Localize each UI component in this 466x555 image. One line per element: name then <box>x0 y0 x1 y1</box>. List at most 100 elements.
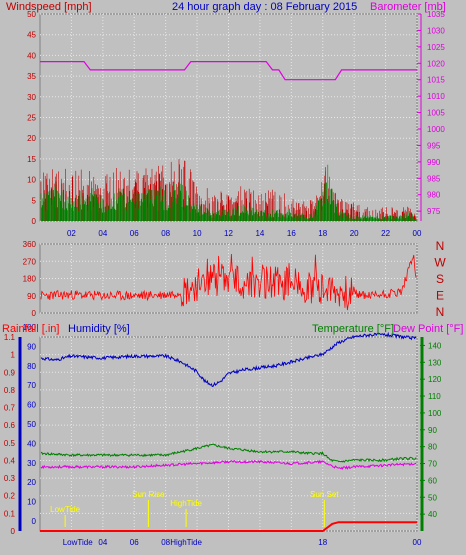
time-tick-label: 22 <box>381 229 390 238</box>
humidity-tick-label: 90 <box>27 342 36 351</box>
rainfall-line <box>40 521 417 532</box>
wind-tick-label: 0 <box>32 217 37 226</box>
time-tick-label: 10 <box>193 229 202 238</box>
event-label: LowTide <box>50 505 80 514</box>
humidity-tick-label: 60 <box>27 401 36 410</box>
time-tick-label: 14 <box>255 229 264 238</box>
rain-tick-label: 0.6 <box>4 421 16 430</box>
wind-barometer-panel: 0510152025303540455097598098599099510001… <box>27 10 445 238</box>
temperature-tick-label: 120 <box>428 375 442 384</box>
rain-tick-label: 1 <box>11 351 16 360</box>
baro-tick-label: 1005 <box>427 109 445 118</box>
barometer-line <box>40 60 417 81</box>
temperature-tick-label: 130 <box>428 358 442 367</box>
temperature-tick-label: 60 <box>428 476 437 485</box>
humidity-tick-label: 50 <box>27 420 36 429</box>
baro-tick-label: 975 <box>427 207 441 216</box>
bottom-tick-label: 04 <box>98 538 107 547</box>
baro-tick-label: 990 <box>427 158 441 167</box>
humidity-tick-label: 10 <box>27 498 36 507</box>
wind-tick-label: 5 <box>32 196 37 205</box>
event-label: Sun Rise <box>132 490 165 499</box>
time-tick-label: 12 <box>224 229 233 238</box>
wind-tick-label: 20 <box>27 134 36 143</box>
humidity-tick-label: 30 <box>27 459 36 468</box>
time-tick-label: 06 <box>130 229 139 238</box>
temperature-line <box>40 443 417 463</box>
baro-axis-label: Barometer [mb] <box>370 1 446 13</box>
wind-tick-label: 35 <box>27 72 36 81</box>
event-label: Sun Set <box>310 490 339 499</box>
rain-tick-label: 0.8 <box>4 386 16 395</box>
wind-tick-label: 50 <box>27 10 36 19</box>
baro-tick-label: 1035 <box>427 10 445 19</box>
time-tick-label: 18 <box>318 229 327 238</box>
direction-tick-label: 90 <box>27 292 36 301</box>
direction-tick-label: 0 <box>32 309 37 318</box>
time-tick-label: 08 <box>161 229 170 238</box>
dew-point-line <box>40 459 417 471</box>
time-tick-label: 16 <box>287 229 296 238</box>
wind-tick-label: 25 <box>27 114 36 123</box>
bottom-tick-label: HighTide <box>170 538 202 547</box>
baro-tick-label: 1020 <box>427 59 445 68</box>
baro-tick-label: 980 <box>427 191 441 200</box>
time-tick-label: 20 <box>350 229 359 238</box>
bottom-tick-label: 08 <box>161 538 170 547</box>
wind-tick-label: 10 <box>27 176 36 185</box>
time-tick-label: 00 <box>413 229 422 238</box>
dew-point-axis-label: Dew Point [°F] <box>393 323 463 335</box>
direction-line <box>40 253 417 311</box>
rain-tick-label: 1.1 <box>4 333 16 342</box>
baro-tick-label: 985 <box>427 174 441 183</box>
direction-tick-label: 270 <box>23 257 37 266</box>
chart-title: 24 hour graph day : 08 February 2015 <box>172 1 357 13</box>
temperature-tick-label: 70 <box>428 460 437 469</box>
temperature-tick-label: 110 <box>428 392 441 401</box>
time-tick-label: 04 <box>98 229 107 238</box>
event-label: HighTide <box>170 499 202 508</box>
temperature-humidity-panel: 0 0.1 0.2 0.3 0.4 0.5 0.6 0.7 0.8 0.9 1 1.1 0 10 20 30 4… <box>4 323 442 547</box>
humidity-tick-label: 100 <box>23 323 37 332</box>
baro-tick-label: 1010 <box>427 92 445 101</box>
temperature-tick-label: 40 <box>428 510 437 519</box>
baro-tick-label: 1030 <box>427 26 445 35</box>
compass-label: N <box>436 239 445 253</box>
humidity-line <box>40 331 417 388</box>
compass-label: S <box>436 272 444 286</box>
baro-tick-label: 1025 <box>427 43 445 52</box>
bottom-tick-label: 00 <box>413 538 422 547</box>
baro-tick-label: 1000 <box>427 125 445 134</box>
bottom-tick-label: LowTide <box>63 538 93 547</box>
compass-label: E <box>436 289 444 303</box>
humidity-tick-label: 40 <box>27 439 36 448</box>
direction-tick-label: 360 <box>23 240 37 249</box>
temperature-tick-label: 90 <box>428 426 437 435</box>
humidity-tick-label: 20 <box>27 478 36 487</box>
temperature-tick-label: 50 <box>428 493 437 502</box>
bottom-tick-label: 06 <box>130 538 139 547</box>
humidity-axis-label: Humidity [%] <box>68 323 130 335</box>
humidity-tick-label: 0 <box>32 517 37 526</box>
temperature-tick-label: 80 <box>428 443 437 452</box>
rain-tick-label: 0.3 <box>4 474 16 483</box>
compass-label: W <box>434 256 446 270</box>
rain-tick-label: 0.4 <box>4 456 16 465</box>
rain-tick-label: 0 <box>11 527 16 536</box>
rain-tick-label: 0.2 <box>4 492 16 501</box>
wind-panel-frame <box>39 13 418 222</box>
temperature-axis-label: Temperature [°F] <box>312 323 394 335</box>
wind-tick-label: 30 <box>27 93 36 102</box>
wind-axis-label: Windspeed [mph] <box>6 1 92 13</box>
rain-tick-label: 0.1 <box>4 509 16 518</box>
time-tick-label: 02 <box>67 229 76 238</box>
temperature-tick-label: 140 <box>428 341 442 350</box>
wind-tick-label: 15 <box>27 155 36 164</box>
wind-tick-label: 40 <box>27 51 36 60</box>
rainfall-axis-label: Rainfall [.in] <box>2 323 59 335</box>
humidity-tick-label: 80 <box>27 362 36 371</box>
humidity-tick-label: 70 <box>27 381 36 390</box>
temperature-tick-label: 100 <box>428 409 442 418</box>
